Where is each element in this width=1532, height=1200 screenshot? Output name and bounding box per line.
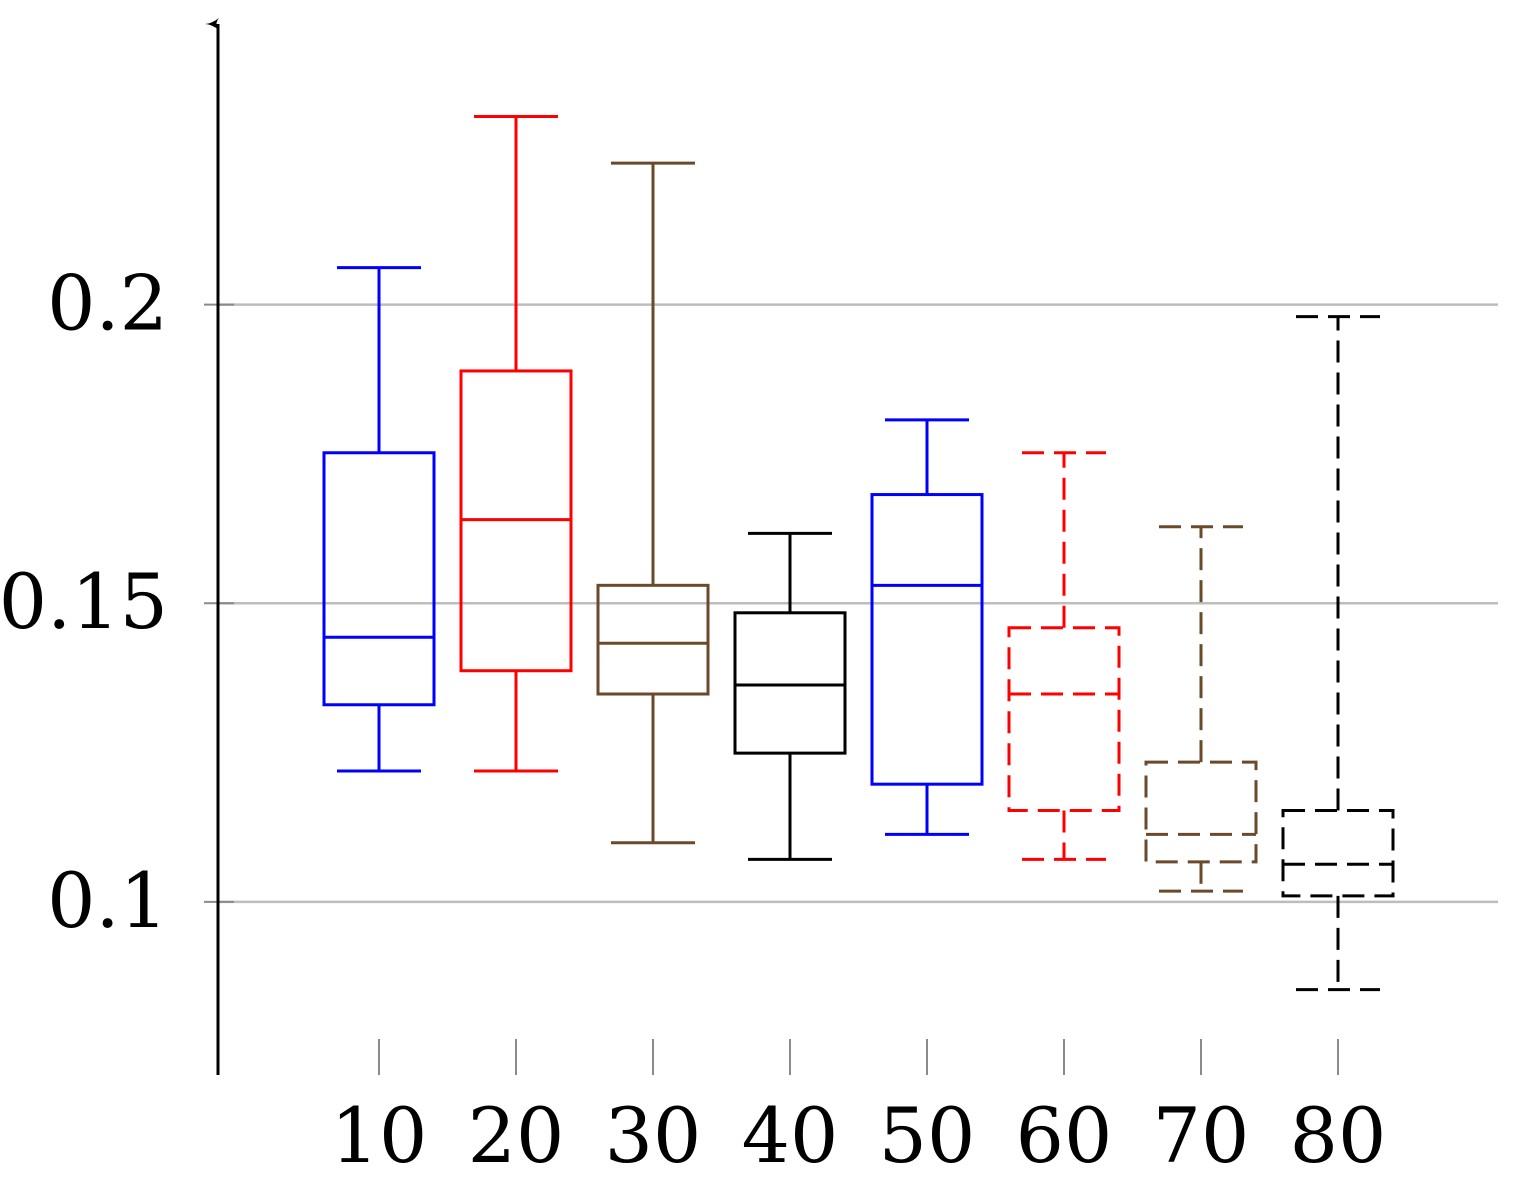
x-tick-label: 80	[1290, 1091, 1387, 1180]
box-80	[1281, 315, 1395, 992]
y-axis-ticks: 0.1 0.15 0.2	[0, 259, 234, 945]
box-60	[1007, 451, 1121, 861]
box-20	[459, 115, 573, 773]
x-tick-label: 50	[879, 1091, 976, 1180]
x-tick-label: 30	[605, 1091, 702, 1180]
y-tick-label: 0.1	[47, 856, 168, 945]
box-iqr	[596, 583, 710, 696]
boxes	[322, 115, 1395, 992]
box-30	[596, 161, 710, 845]
box-10	[322, 266, 436, 773]
x-tick-label: 70	[1153, 1091, 1250, 1180]
box-70	[1144, 525, 1258, 893]
x-axis-ticks: 10 20 30 40 50 60 70 80	[331, 1039, 1387, 1180]
x-tick-label: 20	[468, 1091, 565, 1180]
box-iqr	[1144, 760, 1258, 864]
grid-lines	[218, 303, 1498, 904]
box-50	[870, 418, 984, 836]
box-iqr	[870, 493, 984, 786]
box-iqr	[733, 611, 847, 755]
x-tick-label: 10	[331, 1091, 428, 1180]
box-iqr	[322, 451, 436, 707]
box-iqr	[1007, 626, 1121, 812]
box-40	[733, 531, 847, 861]
x-tick-label: 40	[742, 1091, 839, 1180]
y-tick-label: 0.15	[0, 557, 168, 646]
x-tick-label: 60	[1016, 1091, 1113, 1180]
y-tick-label: 0.2	[47, 259, 168, 348]
box-iqr	[1281, 808, 1395, 898]
